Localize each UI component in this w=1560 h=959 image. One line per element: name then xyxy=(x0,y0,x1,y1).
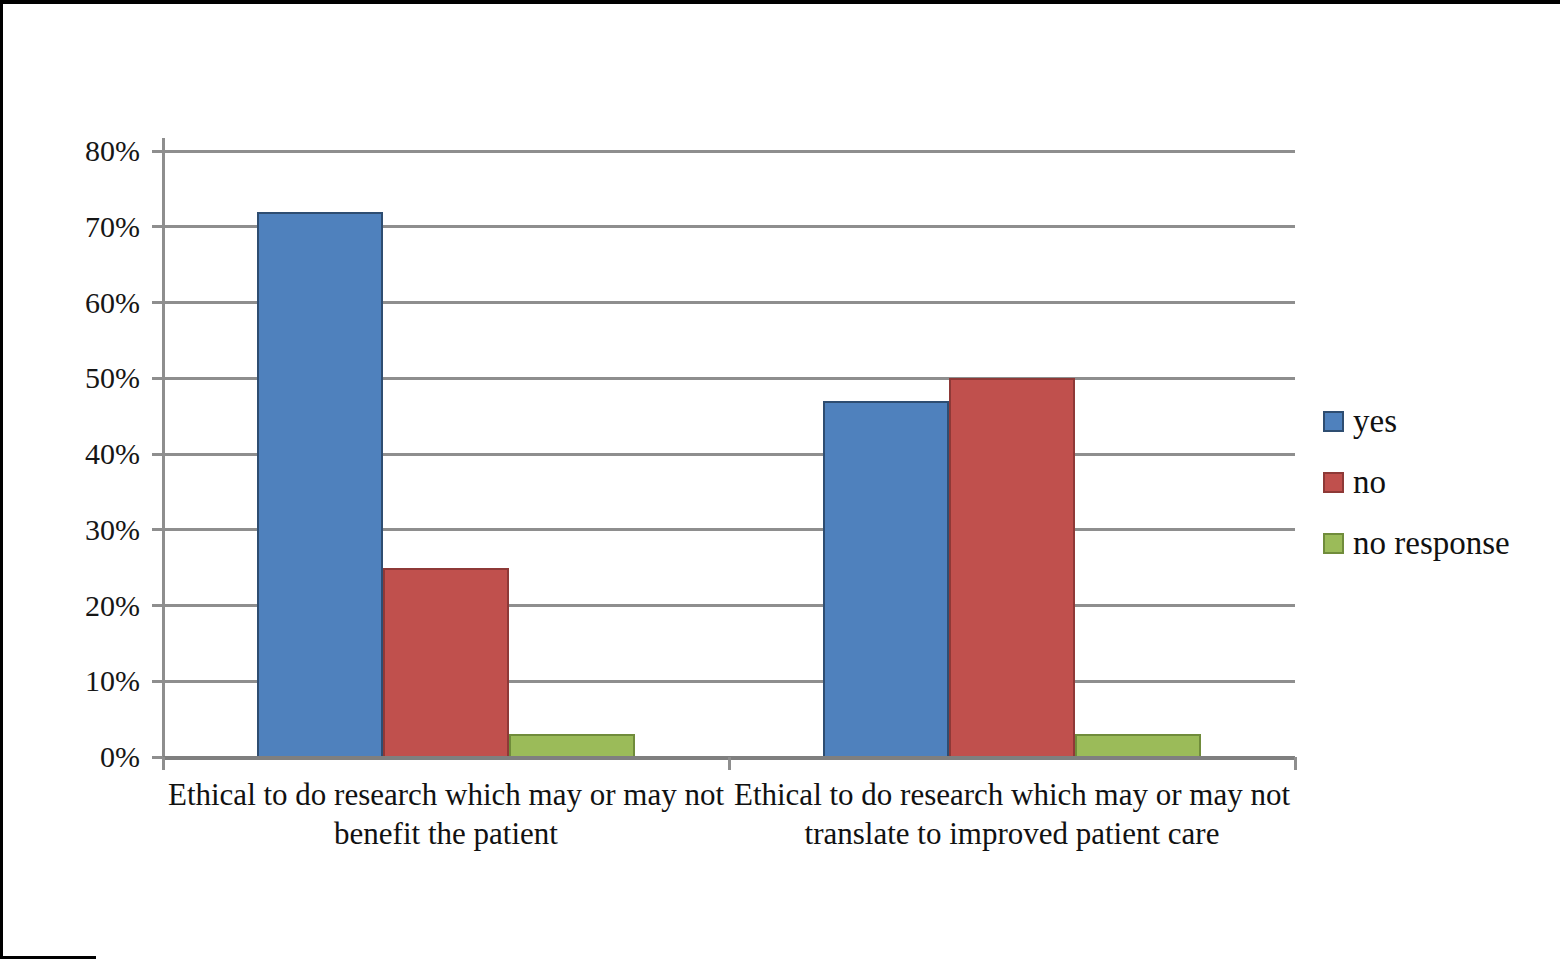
figure-border-left xyxy=(0,0,3,959)
bar-no-response-cat2 xyxy=(1075,734,1201,757)
y-axis-tick-label: 80% xyxy=(30,136,140,166)
y-axis-tick-label: 30% xyxy=(30,515,140,545)
bar-no-cat2 xyxy=(949,378,1075,757)
bar-yes-cat1 xyxy=(257,212,383,757)
y-axis-tick-label: 60% xyxy=(30,288,140,318)
bar-yes-cat2 xyxy=(823,401,949,757)
x-axis-category-label: Ethical to do research which may or may … xyxy=(153,775,739,853)
legend-item-no-response: no response xyxy=(1323,526,1510,560)
legend-swatch-icon xyxy=(1323,472,1344,493)
figure-border-top xyxy=(0,0,1560,4)
legend-label: yes xyxy=(1353,404,1397,438)
y-axis-tick-label: 40% xyxy=(30,439,140,469)
legend: yes no no response xyxy=(1323,404,1510,587)
gridline xyxy=(163,150,1295,153)
x-axis-category-label: Ethical to do research which may or may … xyxy=(719,775,1305,853)
chart-figure: 0% 10% 20% 30% 40% 50% 60% 70% 80% Ethical to do… xyxy=(0,0,1560,959)
legend-label: no response xyxy=(1353,526,1510,560)
legend-swatch-icon xyxy=(1323,411,1344,432)
y-axis-line xyxy=(162,138,165,759)
x-axis-tick xyxy=(1294,757,1297,770)
y-axis-tick-label: 20% xyxy=(30,591,140,621)
y-axis-tick-label: 10% xyxy=(30,666,140,696)
y-axis-tick-label: 50% xyxy=(30,363,140,393)
y-axis-tick-label: 0% xyxy=(30,742,140,772)
legend-item-yes: yes xyxy=(1323,404,1510,438)
bar-no-cat1 xyxy=(383,568,509,757)
legend-swatch-icon xyxy=(1323,533,1344,554)
legend-item-no: no xyxy=(1323,465,1510,499)
x-axis-tick xyxy=(162,757,165,770)
x-axis-tick xyxy=(728,757,731,770)
bar-no-response-cat1 xyxy=(509,734,635,757)
y-axis-tick-label: 70% xyxy=(30,212,140,242)
legend-label: no xyxy=(1353,465,1386,499)
